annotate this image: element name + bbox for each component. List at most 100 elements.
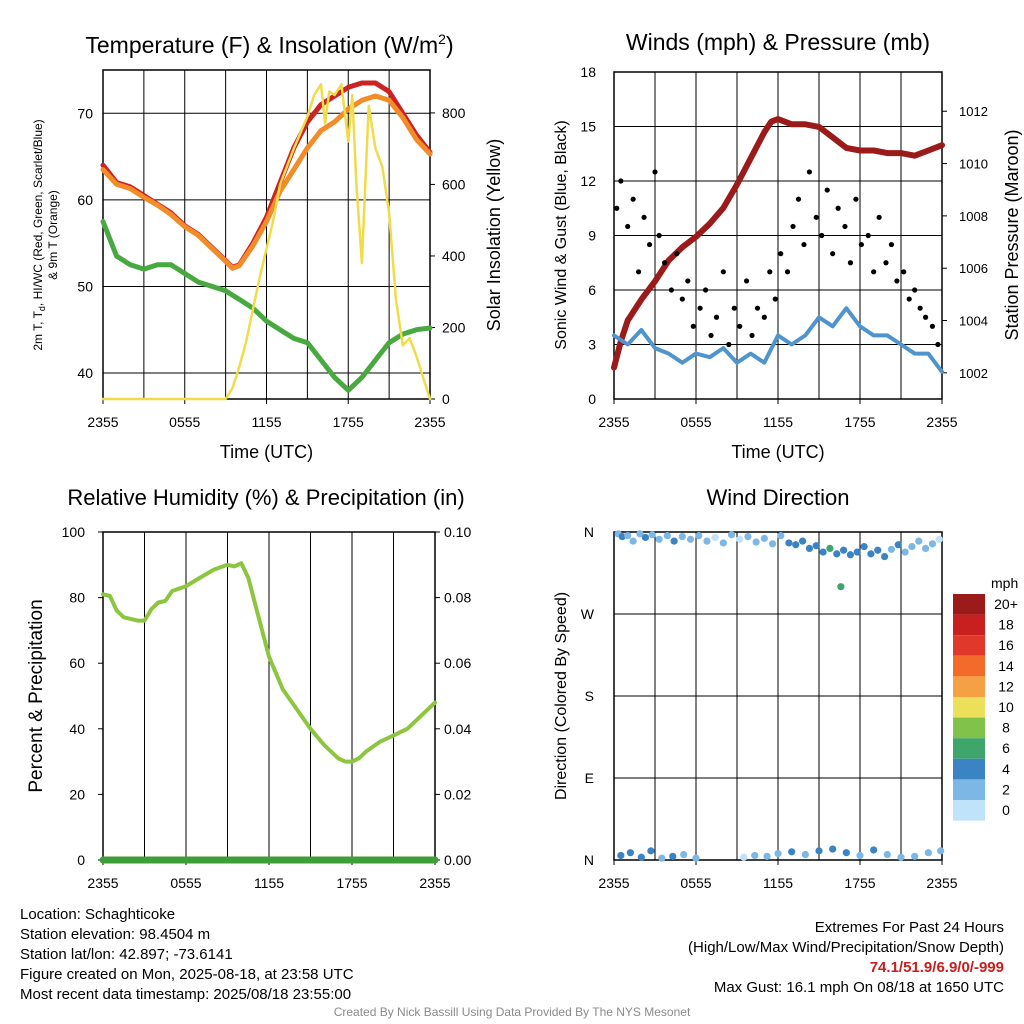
direction-point [751,851,759,860]
recent-data-text: Most recent data timestamp: 2025/08/18 2… [20,986,352,1003]
y-tick-label: E [585,770,594,786]
gust-point [674,251,680,257]
direction-point [860,542,868,551]
gust-point [806,169,813,175]
direction-point [626,849,635,857]
direction-point [788,848,796,856]
direction-point [805,544,814,553]
direction-point [636,530,644,538]
direction-point [897,853,905,861]
gust-point [685,278,691,284]
x-axis-label: Time (UTC) [731,442,824,462]
y2-tick-label: 1010 [959,157,988,172]
y-tick-label: 12 [580,173,596,189]
gust-point [754,305,761,311]
direction-point [833,550,841,558]
gust-point [858,241,864,248]
plot-frame [102,69,431,400]
y2-tick-label: 1002 [959,366,988,381]
direction-point [928,540,937,548]
y-tick-label: 60 [77,192,93,208]
y-tick-label: 15 [580,119,596,135]
gust-point [743,278,750,284]
direction-point [801,850,809,859]
direction-point [870,846,878,854]
direction-point [922,544,930,553]
gust-point [801,241,807,248]
temperature-panel: 2355 0555 1155 1755 2355 40 50 60 70 0 200 400 600 80… [31,31,504,462]
y-tick-label: S [585,688,594,704]
direction-point [792,541,800,549]
gust-point [824,187,830,193]
y2-tick-label: 600 [442,176,466,192]
gust-point [883,260,889,266]
direction-point [618,532,626,541]
extremes-panel: Extremes For Past 24 Hours (High/Low/Max… [688,918,1004,998]
direction-point [894,541,902,549]
direction-point [874,546,882,554]
gust-point [731,305,737,311]
x-tick-label: 2355 [414,414,445,430]
y-tick-label: 50 [77,278,93,294]
temperature-series-line [101,83,432,401]
direction-point [815,847,823,855]
y2-axis-label: Station Pressure (Maroon) [1002,129,1022,340]
x-tick-label: 2355 [419,875,450,891]
y-axis-label: Direction (Colored By Speed) [553,592,570,800]
credit-text: Created By Nick Bassill Using Data Provi… [333,1005,691,1019]
direction-point [935,535,943,543]
y-tick-label: W [581,606,595,622]
y-axis-label: & 9m T (Orange) [46,190,60,280]
gust-point [901,269,907,275]
direction-point [768,540,777,548]
gust-point [813,214,819,220]
gust-point [708,332,714,339]
y-tick-label: 0 [588,391,596,407]
direction-point [883,850,891,859]
x-tick-label: 2355 [598,875,629,891]
x-axis-label: Time (UTC) [220,442,313,462]
y2-tick-label: 0.02 [444,786,471,802]
y-tick-label: 70 [77,105,93,121]
gust-point [646,241,653,248]
chart-title: Relative Humidity (%) & Precipitation (i… [67,485,464,510]
y-tick-label: N [584,524,594,540]
y-tick-label: N [584,852,594,868]
direction-point [774,850,782,858]
direction-point [686,535,695,543]
location-text: Location: Schaghticoke [20,906,176,923]
direction-point [692,854,700,862]
x-tick-label: 1755 [336,875,367,891]
x-tick-label: 0555 [680,875,711,891]
direction-point [670,537,678,545]
y2-tick-label: 400 [442,248,466,264]
legend-label: 0 [1002,802,1010,818]
direction-point [711,533,719,542]
direction-point [887,545,896,553]
legend-swatch [953,594,985,615]
x-tick-label: 0555 [680,414,711,430]
y-tick-label: 100 [62,524,86,540]
gust-point [625,223,631,230]
y-tick-label: 20 [69,786,85,802]
gust-point [795,196,802,202]
direction-point [760,534,768,542]
direction-point [840,546,848,554]
x-tick-label: 2355 [926,875,957,891]
x-tick-label: 1755 [844,875,875,891]
latlon-text: Station lat/lon: 42.897; -73.6141 [20,946,233,963]
x-tick-label: 2355 [87,875,118,891]
direction-point [799,537,807,545]
gust-point [720,269,726,275]
x-tick-label: 1155 [763,875,793,891]
direction-point [837,583,845,591]
gust-point [912,287,918,293]
y2-tick-label: 1008 [959,209,988,224]
direction-point [637,853,645,861]
direction-point [937,847,945,855]
direction-point [648,531,656,539]
direction-point [829,845,837,853]
